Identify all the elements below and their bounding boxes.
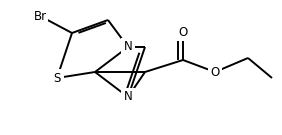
Text: Br: Br <box>34 9 47 23</box>
Text: O: O <box>179 26 188 38</box>
Text: N: N <box>124 40 132 53</box>
Text: N: N <box>124 90 132 104</box>
Text: S: S <box>53 72 61 85</box>
Text: O: O <box>210 65 220 78</box>
